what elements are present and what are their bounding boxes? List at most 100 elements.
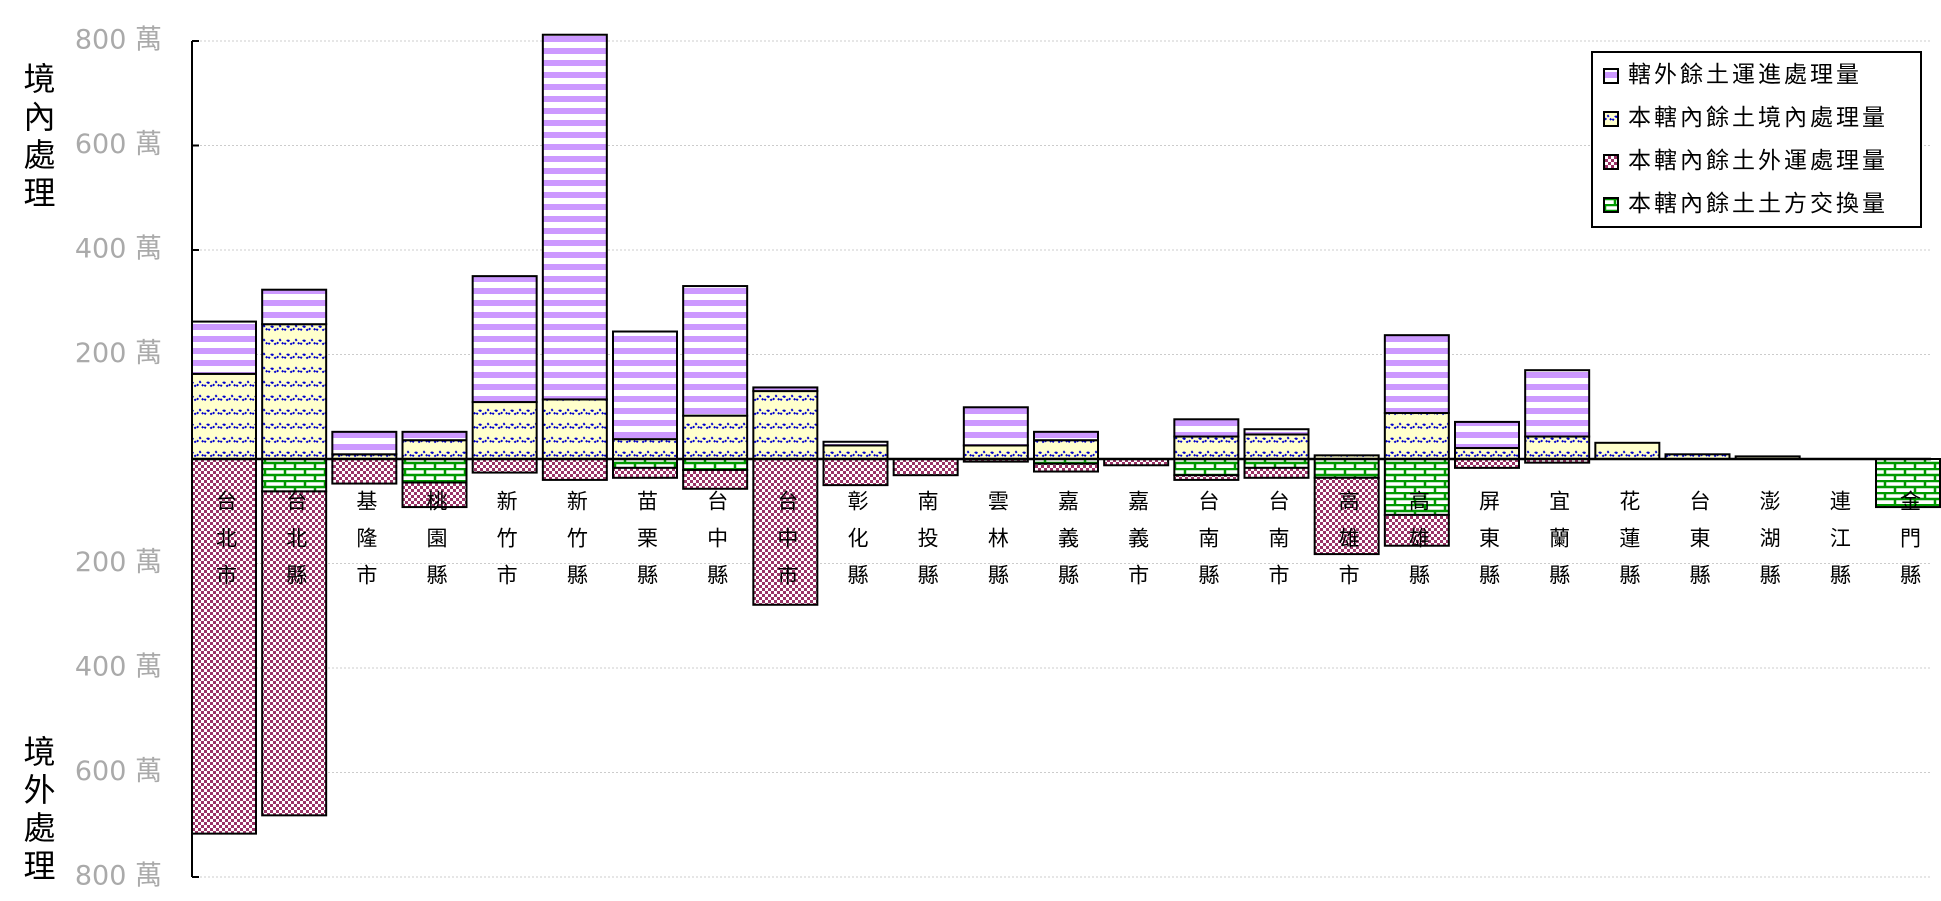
x-tick-label: 台中縣	[705, 490, 729, 601]
legend-label: 本轄內餘土外運處理量	[1628, 148, 1888, 174]
bar-segment	[1454, 458, 1520, 469]
bar-segment	[1243, 433, 1310, 461]
x-tick-label: 宜蘭縣	[1547, 490, 1571, 601]
bar-segment	[892, 458, 959, 477]
bar-segment	[1454, 447, 1520, 460]
x-tick-label: 台南市	[1266, 490, 1290, 601]
x-tick-label: 彰化縣	[845, 490, 869, 601]
bar-segment	[1524, 435, 1591, 461]
bar-segment	[752, 386, 819, 393]
bar-segment	[682, 458, 749, 471]
bar-segment	[191, 458, 257, 835]
bar-segment	[1383, 513, 1450, 547]
bar-segment	[331, 458, 398, 485]
bar-segment	[541, 398, 608, 460]
legend-swatch	[1603, 197, 1619, 213]
bar-segment	[822, 458, 889, 487]
y-tick-label: 200 萬	[75, 338, 162, 369]
legend-label: 本轄內餘土境內處理量	[1628, 105, 1888, 131]
bar-segment	[401, 430, 468, 442]
bar-segment	[1383, 412, 1450, 460]
y-tick-label: 800 萬	[75, 861, 162, 892]
x-tick-label: 台北市	[214, 490, 238, 601]
x-tick-label: 嘉義縣	[1056, 490, 1080, 601]
bar-segment	[1313, 476, 1380, 556]
bar-segment	[261, 458, 328, 493]
bar-segment	[752, 390, 819, 461]
x-tick-label: 台中市	[775, 490, 799, 601]
bar-segment	[331, 430, 398, 456]
bar-segment	[471, 401, 538, 460]
bar-segment	[612, 330, 678, 441]
legend-swatch	[1603, 154, 1619, 170]
bar-segment	[1033, 430, 1099, 442]
bar-segment	[682, 285, 749, 417]
bar-segment	[1033, 462, 1099, 473]
bar-segment	[191, 320, 257, 375]
y-tick-label: 400 萬	[75, 234, 162, 265]
bar-segment	[1313, 458, 1380, 479]
bar-segment	[612, 466, 678, 479]
bar-segment	[822, 440, 889, 447]
bar-segment	[1383, 334, 1450, 415]
bar-segment	[1875, 458, 1941, 509]
x-tick-label: 台東縣	[1687, 490, 1711, 601]
legend-label: 本轄內餘土土方交換量	[1628, 191, 1888, 217]
bar-segment	[1594, 441, 1661, 460]
bar-segment	[1243, 428, 1310, 436]
y-label-top: 境內處理	[19, 62, 57, 214]
legend-label: 轄外餘土運進處理量	[1628, 62, 1862, 88]
bar-segment	[612, 458, 678, 469]
x-tick-label: 台南縣	[1196, 490, 1220, 601]
x-tick-label: 高雄縣	[1406, 490, 1430, 601]
x-tick-label: 澎湖縣	[1757, 490, 1781, 601]
bar-segment	[1383, 458, 1450, 516]
y-tick-label: 600 萬	[75, 129, 162, 160]
bar-segment	[1173, 435, 1240, 461]
bar-segment	[962, 406, 1029, 447]
x-tick-label: 連江縣	[1827, 490, 1851, 601]
y-tick-label: 800 萬	[75, 25, 162, 56]
x-tick-label: 苗栗縣	[635, 490, 659, 601]
bar-segment	[401, 439, 468, 461]
bar-segment	[401, 458, 468, 484]
bar-segment	[261, 490, 328, 817]
x-tick-label: 基隆市	[354, 490, 378, 601]
bar-segment	[822, 444, 889, 461]
bar-segment	[1524, 369, 1591, 438]
bar-segment	[1454, 420, 1520, 450]
bar-segment	[612, 438, 678, 460]
bar-segment	[752, 458, 819, 606]
y-tick-label: 600 萬	[75, 756, 162, 787]
bar-segment	[1173, 458, 1240, 477]
x-tick-label: 新竹市	[494, 490, 518, 601]
bar-segment	[191, 372, 257, 460]
x-tick-label: 桃園縣	[424, 490, 448, 601]
x-tick-label: 金門縣	[1898, 490, 1922, 601]
bar-segment	[401, 481, 468, 509]
y-tick-label: 200 萬	[75, 547, 162, 578]
x-tick-label: 台北縣	[284, 490, 308, 601]
legend-swatch	[1603, 111, 1619, 127]
bar-segment	[541, 458, 608, 481]
bar-segment	[1173, 418, 1240, 438]
x-tick-label: 屏東縣	[1477, 490, 1501, 601]
y-tick-label: 400 萬	[75, 652, 162, 683]
bar-segment	[1243, 458, 1310, 469]
bar-segment	[261, 323, 328, 460]
y-label-bottom: 境外處理	[19, 735, 57, 887]
x-tick-label: 南投縣	[915, 490, 939, 601]
bar-segment	[471, 458, 538, 474]
x-tick-label: 花蓮縣	[1617, 490, 1641, 601]
bar-segment	[1173, 474, 1240, 481]
bar-segment	[261, 288, 328, 326]
x-tick-label: 嘉義市	[1126, 490, 1150, 601]
bar-segment	[962, 444, 1029, 461]
bar-segment	[541, 33, 608, 401]
x-tick-label: 高雄市	[1336, 490, 1360, 601]
legend-box	[1591, 51, 1922, 228]
x-tick-label: 雲林縣	[985, 490, 1009, 601]
bar-segment	[682, 414, 749, 461]
legend-swatch	[1603, 68, 1619, 84]
